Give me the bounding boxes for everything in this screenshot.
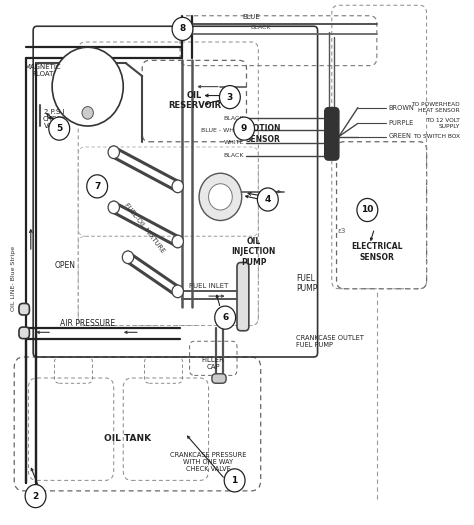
Circle shape: [52, 47, 123, 126]
Circle shape: [87, 175, 108, 198]
Text: TO SWITCH BOX: TO SWITCH BOX: [413, 134, 460, 139]
Circle shape: [172, 285, 183, 298]
Circle shape: [257, 188, 278, 211]
Text: ε3: ε3: [337, 228, 346, 234]
Text: FUEL-OIL MIXTURE: FUEL-OIL MIXTURE: [123, 203, 166, 254]
FancyBboxPatch shape: [73, 76, 90, 105]
Text: 4: 4: [264, 195, 271, 204]
Text: PURPLE: PURPLE: [389, 120, 414, 127]
Text: FUEL
PUMP: FUEL PUMP: [296, 274, 318, 293]
Text: BLACK: BLACK: [224, 153, 244, 159]
Text: 6: 6: [222, 313, 228, 322]
Text: 7: 7: [94, 182, 100, 191]
Text: CRANKCASE PRESSURE
WITH ONE WAY
CHECK VALVE: CRANKCASE PRESSURE WITH ONE WAY CHECK VA…: [170, 452, 247, 472]
FancyBboxPatch shape: [19, 327, 29, 339]
Circle shape: [224, 469, 245, 492]
Text: 2 P.S.I
CHECK
VALVE: 2 P.S.I CHECK VALVE: [43, 109, 66, 129]
Text: OIL LINE- Blue Stripe: OIL LINE- Blue Stripe: [11, 246, 16, 311]
Circle shape: [82, 107, 93, 119]
Circle shape: [172, 235, 183, 248]
Text: 9: 9: [241, 124, 247, 133]
Text: FILLER
CAP: FILLER CAP: [202, 357, 225, 370]
Text: BLACK: BLACK: [250, 25, 271, 30]
Circle shape: [357, 198, 378, 222]
Circle shape: [108, 201, 119, 214]
Text: BROWN: BROWN: [389, 104, 414, 111]
Text: 2: 2: [32, 491, 39, 501]
Text: OPEN: OPEN: [55, 260, 75, 270]
Text: 10: 10: [361, 205, 374, 215]
Text: BLACK: BLACK: [224, 116, 244, 121]
Text: 3: 3: [227, 92, 233, 102]
FancyBboxPatch shape: [212, 374, 226, 383]
Circle shape: [215, 306, 236, 329]
Text: 5: 5: [56, 124, 63, 133]
Circle shape: [25, 485, 46, 508]
Text: MAGNETIC
FLOAT: MAGNETIC FLOAT: [24, 65, 61, 77]
Text: OIL
INJECTION
PUMP: OIL INJECTION PUMP: [231, 237, 276, 267]
Circle shape: [172, 180, 183, 193]
Circle shape: [199, 173, 242, 220]
Text: ELECTRICAL
SENSOR: ELECTRICAL SENSOR: [351, 243, 402, 261]
FancyBboxPatch shape: [237, 262, 249, 331]
Text: FUEL INLET: FUEL INLET: [189, 283, 228, 289]
Circle shape: [122, 251, 134, 264]
Text: WHITE: WHITE: [224, 140, 244, 145]
Circle shape: [219, 86, 240, 109]
Circle shape: [209, 184, 232, 210]
Text: 8: 8: [179, 24, 186, 34]
Text: OIL TANK: OIL TANK: [104, 434, 152, 443]
Circle shape: [49, 117, 70, 140]
Text: CRANKCASE OUTLET
FUEL PUMP: CRANKCASE OUTLET FUEL PUMP: [296, 335, 364, 348]
Text: BLUE: BLUE: [242, 14, 260, 20]
Text: GREEN: GREEN: [389, 133, 411, 140]
Text: TO 12 VOLT
SUPPLY: TO 12 VOLT SUPPLY: [426, 118, 460, 129]
FancyBboxPatch shape: [325, 108, 339, 160]
Text: BLUE - WHITE: BLUE - WHITE: [201, 128, 244, 133]
Circle shape: [172, 17, 193, 40]
FancyBboxPatch shape: [19, 303, 29, 315]
Circle shape: [234, 117, 255, 140]
Circle shape: [108, 146, 119, 159]
Text: MOTION
SENSOR: MOTION SENSOR: [246, 124, 281, 143]
Text: 1: 1: [231, 476, 238, 485]
Text: OIL
RESERVOIR: OIL RESERVOIR: [168, 91, 221, 110]
Text: AIR PRESSURE: AIR PRESSURE: [60, 319, 115, 329]
Text: TO POWERHEAD
HEAT SENSOR: TO POWERHEAD HEAT SENSOR: [411, 102, 460, 113]
